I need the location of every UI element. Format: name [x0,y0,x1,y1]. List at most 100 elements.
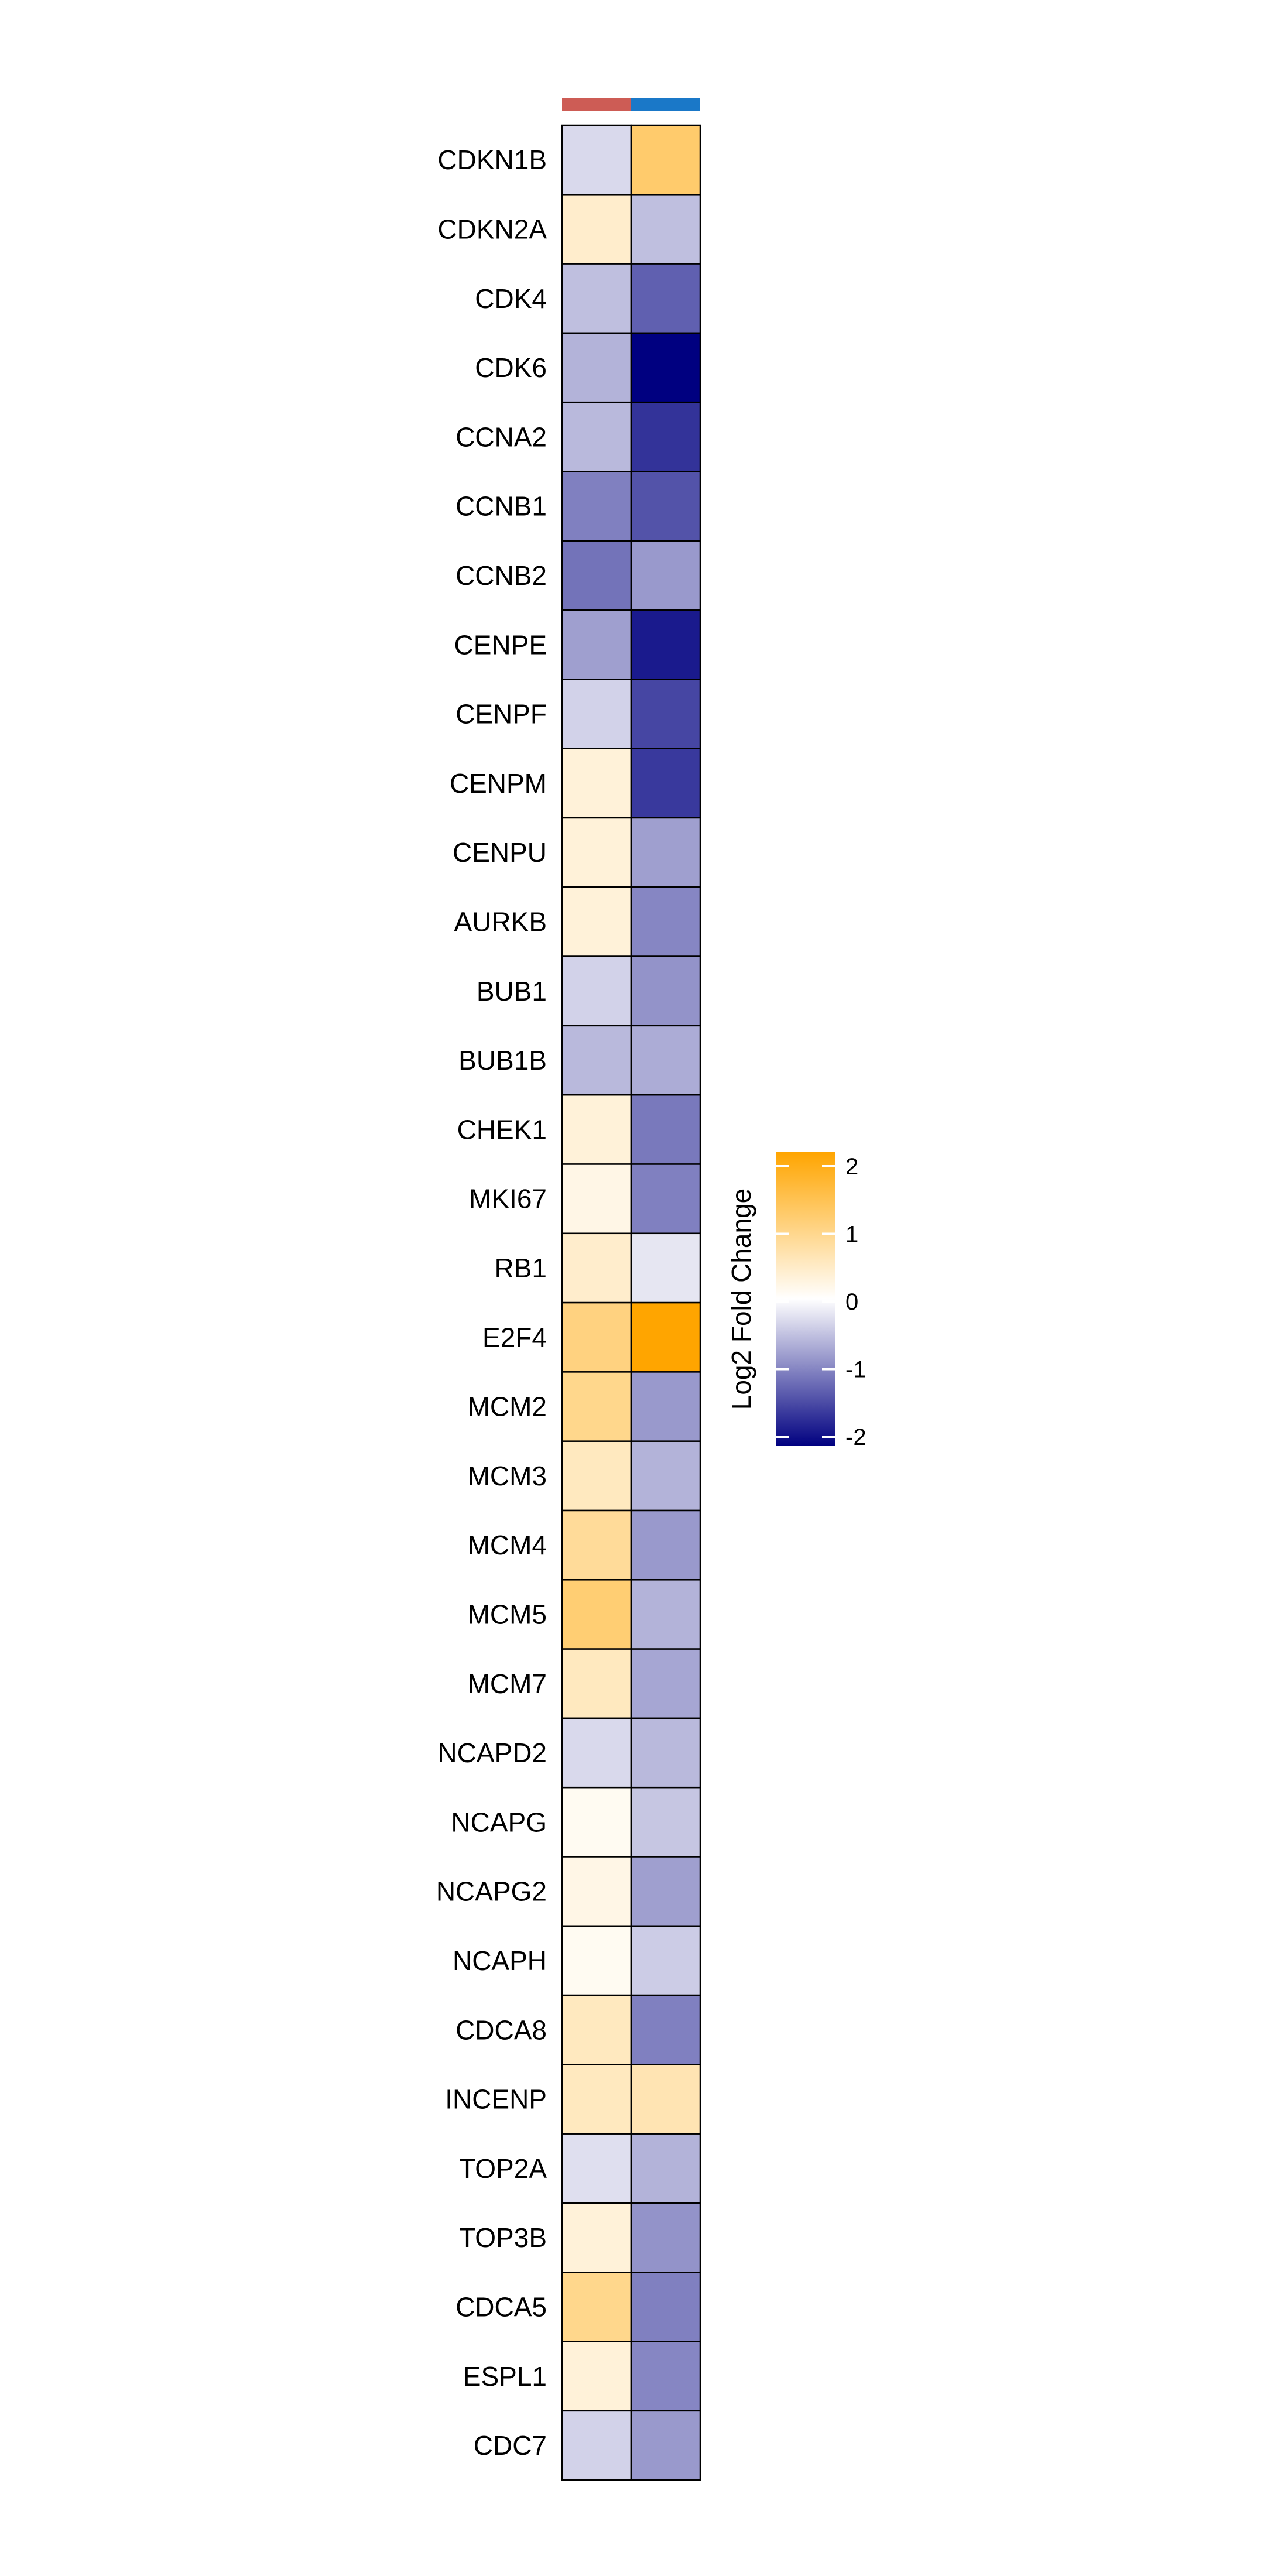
row-label: TOP2A [459,2153,547,2184]
heatmap-cell [630,955,701,1027]
row-label: BUB1B [458,1045,547,1075]
row-label: MKI67 [469,1184,547,1214]
heatmap-cell [561,2064,632,2135]
heatmap-cell [561,2341,632,2412]
colorbar-tick-label: -2 [845,1424,866,1450]
heatmap-cell [561,332,632,403]
heatmap-cell [561,471,632,542]
heatmap-cell [561,1856,632,1927]
heatmap-cell [561,1440,632,1512]
heatmap-cell [630,1648,701,1719]
row-label: CDCA8 [455,2015,547,2045]
row-label: CENPM [450,768,547,799]
heatmap-cell [630,1163,701,1235]
heatmap-cell [561,1301,632,1373]
colorbar-legend: 2 1 0 -1 -2 Log2 Fold Change [726,1152,866,1450]
heatmap-cell [630,2341,701,2412]
heatmap-cell [630,1717,701,1789]
heatmap-cell [561,540,632,611]
heatmap-cell [630,1994,701,2065]
heatmap-cell [561,1163,632,1235]
heatmap-cell [561,1025,632,1096]
row-label: MCM4 [468,1530,547,1560]
heatmap-cell [630,124,701,196]
heatmap-cell [561,1648,632,1719]
colorbar-tick-label: 1 [845,1222,858,1248]
heatmap-cell [630,401,701,472]
heatmap-cell [630,1025,701,1096]
heatmap-cell [561,1579,632,1650]
row-label: NCAPD2 [437,1738,547,1768]
heatmap-cell [630,194,701,265]
row-label: CDCA5 [455,2291,547,2322]
heatmap-cell [630,1856,701,1927]
column-annotation-1 [562,98,631,111]
colorbar-tick-label: 0 [845,1289,858,1315]
heatmap-cell [630,679,701,749]
row-label: BUB1 [477,976,547,1006]
row-label: MCM2 [468,1392,547,1422]
heatmap-cell [561,955,632,1027]
row-label: CHEK1 [457,1114,547,1145]
heatmap-cell [630,1232,701,1304]
row-label: NCAPG2 [436,1876,547,1907]
heatmap-cell [561,679,632,749]
heatmap-cell [561,886,632,957]
heatmap-cell [630,1925,701,1996]
row-label: ESPL1 [463,2361,547,2392]
row-label: MCM3 [468,1461,547,1491]
heatmap-cell [630,748,701,819]
row-label: CENPU [453,837,547,868]
heatmap-cell [630,1786,701,1858]
column-annotation-2 [631,98,700,111]
row-label: RB1 [495,1253,547,1283]
heatmap-cell [630,1509,701,1581]
heatmap-cell [630,817,701,888]
heatmap-cell [630,2410,701,2481]
row-label: CCNB2 [455,560,547,591]
colorbar-tick-label: -1 [845,1357,866,1383]
heatmap-cell [561,609,632,680]
row-label: CENPF [455,699,547,729]
heatmap-cell [561,124,632,196]
row-label: NCAPG [451,1807,547,1837]
heatmap-cell [630,540,701,611]
row-label: TOP3B [459,2222,547,2253]
heatmap-cell [561,2272,632,2342]
row-label: MCM7 [468,1669,547,1699]
row-label: INCENP [445,2084,547,2115]
heatmap-cell [630,1371,701,1442]
heatmap-cell [561,1925,632,1996]
heatmap-cell [630,609,701,680]
heatmap-cell [630,2064,701,2135]
colorbar-gradient [776,1152,835,1446]
heatmap-cell [561,401,632,472]
heatmap-cell [561,1094,632,1165]
heatmap-cell [630,2272,701,2342]
heatmap-cell [630,1579,701,1650]
row-labels: CDKN1B CDKN2A CDK4 CDK6 CCNA2 CCNB1 CCNB2 CENPE… [436,145,547,2461]
row-label: MCM5 [468,1599,547,1629]
heatmap-cells [561,124,701,2481]
row-label: CDC7 [474,2430,547,2461]
column-annotation-bar [562,98,700,111]
heatmap-cell [561,2133,632,2204]
row-label: CDK6 [475,352,547,383]
colorbar-ticks: 2 1 0 -1 -2 [776,1154,866,1450]
row-label: CCNA2 [455,422,547,452]
heatmap-cell [630,2202,701,2273]
colorbar-title: Log2 Fold Change [726,1188,756,1410]
row-label: NCAPH [453,1945,547,1976]
row-label: CDKN2A [437,214,547,244]
heatmap-cell [561,2410,632,2481]
heatmap-cell [561,1994,632,2065]
row-label: CDKN1B [437,145,547,175]
heatmap-cell [561,1371,632,1442]
heatmap-cell [561,748,632,819]
heatmap-cell [630,263,701,334]
heatmap-cell [630,886,701,957]
colorbar-tick-label: 2 [845,1154,858,1180]
heatmap-cell [630,1094,701,1165]
heatmap-cell [561,2202,632,2273]
